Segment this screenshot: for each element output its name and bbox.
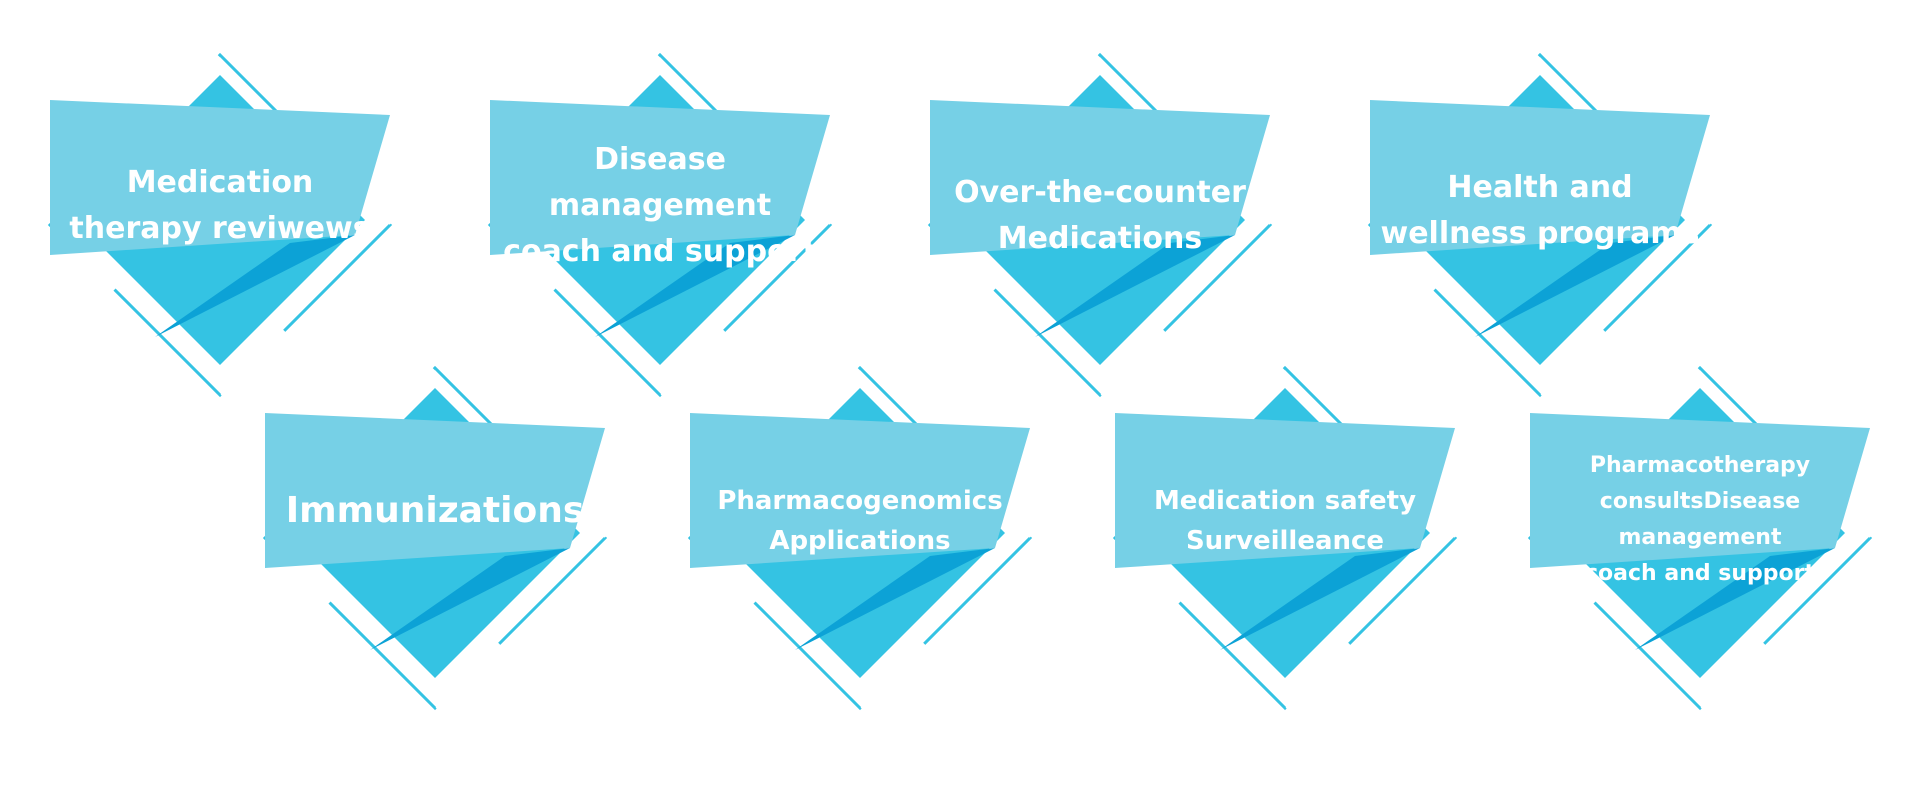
diamond-banner-icon: [487, 52, 833, 398]
badge-pharmacogenomics: Pharmacogenomics Applications: [640, 358, 1080, 758]
badge-disease-management: Disease management coach and support: [440, 45, 880, 445]
badge-label: Immunizations: [215, 486, 655, 536]
badge-label-line: Medications: [997, 221, 1203, 256]
badge-label-line: management: [548, 188, 772, 223]
banner-shape: [1115, 413, 1455, 568]
badge-label-line: Medication safety: [1153, 486, 1417, 516]
banner-fold: [1035, 235, 1235, 337]
badge-immunizations: Immunizations: [215, 358, 655, 758]
badge-label-line: wellness programs: [1380, 216, 1700, 251]
banner-fold: [155, 235, 355, 337]
banner-shape: [490, 100, 830, 255]
badge-label: Health and wellness programs: [1320, 165, 1760, 257]
badge-medication-safety: Medication safety Surveilleance: [1065, 358, 1505, 758]
banner-shape: [1370, 100, 1710, 255]
banner-fold: [595, 235, 795, 337]
badge-label-line: Medication: [126, 165, 314, 200]
badge-label: Pharmacogenomics Applications: [640, 481, 1080, 561]
banner-shape: [265, 413, 605, 568]
badge-label-line: Disease: [594, 142, 726, 177]
badge-health-wellness: Health and wellness programs: [1320, 45, 1760, 445]
badge-pharmacotherapy-consults: Pharmacotherapy consultsDisease manageme…: [1480, 358, 1920, 758]
badge-over-the-counter: Over-the-counter Medications: [880, 45, 1320, 445]
badge-label: Medication safety Surveilleance: [1065, 481, 1505, 561]
diamond-banner-icon: [1112, 365, 1458, 711]
badge-label: Over-the-counter Medications: [880, 170, 1320, 262]
diamond-banner-icon: [1527, 365, 1873, 711]
badge-label-line: Over-the-counter: [954, 175, 1246, 210]
badge-label-line: coach and support: [503, 234, 817, 269]
badge-label-line: Surveilleance: [1185, 526, 1385, 556]
diamond-banner-icon: [1367, 52, 1713, 398]
diamond-banner-icon: [47, 52, 393, 398]
badge-medication-therapy-reviews: Medication therapy reviwews: [0, 45, 440, 445]
diamond-banner-icon: [687, 365, 1033, 711]
badge-label: Medication therapy reviwews: [0, 160, 440, 252]
banner-shape: [930, 100, 1270, 255]
banner-shape: [50, 100, 390, 255]
banner-fold: [1635, 548, 1835, 650]
badge-label-line: management: [1618, 525, 1782, 550]
banner-fold: [1475, 235, 1675, 337]
badge-label-line: Pharmacotherapy: [1589, 453, 1811, 478]
banner-shape: [690, 413, 1030, 568]
badge-label-line: Health and: [1447, 170, 1633, 205]
badge-label: Pharmacotherapy consultsDisease manageme…: [1480, 448, 1920, 592]
banner-fold: [795, 548, 995, 650]
badge-label: Disease management coach and support: [440, 137, 880, 275]
banner-fold: [370, 548, 570, 650]
banner-fold: [1220, 548, 1420, 650]
badge-label-line: Pharmacogenomics: [717, 486, 1003, 516]
badge-label-line: consultsDisease: [1599, 489, 1801, 514]
badge-label-line: Immunizations: [285, 490, 585, 531]
diamond-banner-icon: [927, 52, 1273, 398]
badge-label-line: coach and support: [1584, 561, 1815, 586]
badge-label-line: therapy reviwews: [69, 211, 371, 246]
diamond-banner-icon: [262, 365, 608, 711]
badge-label-line: Applications: [769, 526, 951, 556]
banner-shape: [1530, 413, 1870, 568]
